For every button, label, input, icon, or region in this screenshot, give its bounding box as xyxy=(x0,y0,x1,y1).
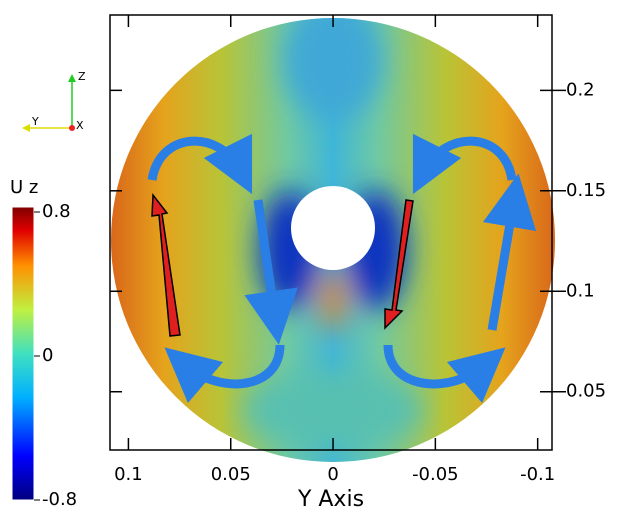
x-tick-label: -0.1 xyxy=(520,464,555,485)
y-tick-label: 0.1 xyxy=(566,280,595,301)
colorbar-tick-label: 0 xyxy=(42,345,53,366)
x-axis-label: Y Axis xyxy=(297,487,364,512)
red-arrows xyxy=(151,192,414,337)
colorbar xyxy=(11,206,35,501)
colorbar-tick-label: 0.8 xyxy=(42,201,71,222)
y-tick-label: 0.15 xyxy=(566,180,606,201)
x-tick-label: -0.05 xyxy=(412,464,459,485)
flow-arrows xyxy=(147,133,537,404)
x-tick-label: 0.1 xyxy=(114,464,143,485)
x-tick-label: 0.05 xyxy=(211,464,251,485)
axis-label: Z xyxy=(78,70,86,83)
axis-label: Y xyxy=(31,115,39,128)
y-tick-label: 0.2 xyxy=(566,79,595,100)
y-tick-label: 0.05 xyxy=(566,381,606,402)
colorbar-title: U z xyxy=(10,177,38,198)
hole xyxy=(291,186,375,270)
x-tick-label: 0 xyxy=(327,464,338,485)
plot-frame xyxy=(109,14,553,451)
axis-label: X xyxy=(76,119,84,132)
orientation-axes: Z Y X xyxy=(22,70,86,132)
colorbar-tick-label: -0.8 xyxy=(42,489,77,510)
